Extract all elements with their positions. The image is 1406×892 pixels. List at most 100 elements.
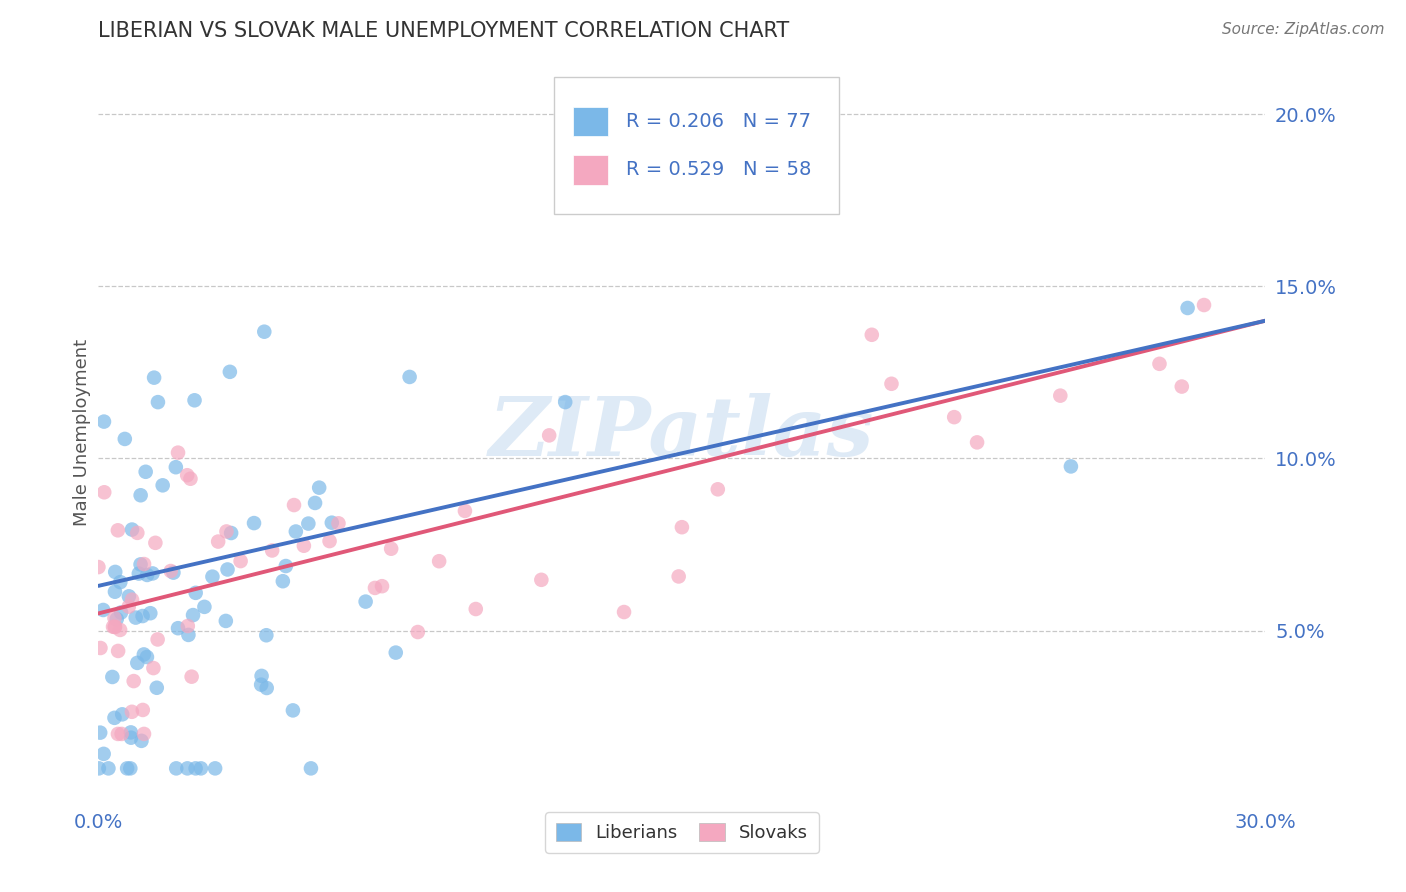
Point [105, 612, 128, 626]
Point [132, 648, 155, 662]
Point [304, 496, 326, 510]
Point [120, 731, 142, 745]
Point [193, 599, 215, 614]
Point [668, 569, 690, 583]
Point [671, 520, 693, 534]
Point [1060, 459, 1083, 474]
Point [103, 711, 125, 725]
Point [406, 625, 429, 640]
Point [104, 620, 127, 634]
Point [143, 370, 166, 384]
Point [136, 650, 159, 665]
Point [184, 761, 207, 775]
Point [162, 566, 184, 580]
Point [91, 603, 114, 617]
Point [167, 621, 190, 635]
Point [136, 568, 159, 582]
Point [217, 562, 239, 576]
Point [1149, 357, 1171, 371]
Point [127, 656, 149, 670]
Point [110, 606, 132, 620]
Point [87, 560, 110, 574]
Point [1049, 389, 1071, 403]
Point [292, 539, 315, 553]
Point [177, 619, 200, 633]
Point [253, 325, 276, 339]
Point [167, 445, 190, 459]
Point [181, 608, 204, 623]
Point [398, 370, 420, 384]
Point [110, 575, 132, 590]
Text: LIBERIAN VS SLOVAK MALE UNEMPLOYMENT CORRELATION CHART: LIBERIAN VS SLOVAK MALE UNEMPLOYMENT COR… [98, 21, 790, 41]
Point [89, 725, 111, 739]
Point [129, 558, 152, 572]
Text: Source: ZipAtlas.com: Source: ZipAtlas.com [1222, 22, 1385, 37]
Point [132, 557, 155, 571]
Point [179, 472, 201, 486]
Point [966, 435, 988, 450]
Point [297, 516, 319, 531]
Point [125, 610, 148, 624]
Point [146, 681, 169, 695]
Point [707, 483, 730, 497]
Point [943, 410, 966, 425]
Point [120, 761, 142, 775]
Point [87, 761, 110, 775]
Point [118, 599, 141, 614]
Point [176, 468, 198, 483]
Point [101, 670, 124, 684]
Point [128, 566, 150, 581]
Text: R = 0.206   N = 77: R = 0.206 N = 77 [626, 112, 811, 131]
Point [1192, 298, 1215, 312]
Point [121, 592, 143, 607]
Point [254, 628, 277, 642]
Point [219, 526, 242, 541]
Point [97, 761, 120, 775]
Point [250, 669, 273, 683]
Point [880, 376, 903, 391]
Point [93, 747, 115, 761]
Point [120, 725, 142, 739]
Point [284, 524, 307, 539]
Text: ZIPatlas: ZIPatlas [489, 392, 875, 473]
Point [135, 465, 157, 479]
Point [299, 761, 322, 775]
Point [538, 428, 561, 442]
Point [364, 581, 387, 595]
Point [384, 646, 406, 660]
Point [142, 566, 165, 581]
Point [318, 534, 340, 549]
Point [115, 761, 138, 775]
Point [328, 516, 350, 531]
Point [1177, 301, 1199, 315]
Y-axis label: Male Unemployment: Male Unemployment [73, 339, 91, 526]
Point [111, 707, 134, 722]
Point [165, 460, 187, 475]
Point [122, 674, 145, 689]
FancyBboxPatch shape [574, 155, 609, 185]
Text: R = 0.529   N = 58: R = 0.529 N = 58 [626, 161, 811, 179]
Point [183, 393, 205, 408]
Point [613, 605, 636, 619]
Point [89, 640, 111, 655]
Point [308, 481, 330, 495]
Point [108, 623, 131, 637]
Point [139, 606, 162, 620]
Point [207, 534, 229, 549]
Point [554, 395, 576, 409]
Point [184, 586, 207, 600]
Point [274, 559, 297, 574]
Point [204, 761, 226, 775]
Point [107, 524, 129, 538]
Point [271, 574, 294, 589]
Point [152, 478, 174, 492]
Point [146, 395, 169, 409]
Point [132, 727, 155, 741]
Point [218, 365, 240, 379]
Point [146, 632, 169, 647]
Point [380, 541, 402, 556]
Point [121, 705, 143, 719]
Point [104, 620, 127, 634]
Point [103, 611, 125, 625]
Point [321, 516, 343, 530]
